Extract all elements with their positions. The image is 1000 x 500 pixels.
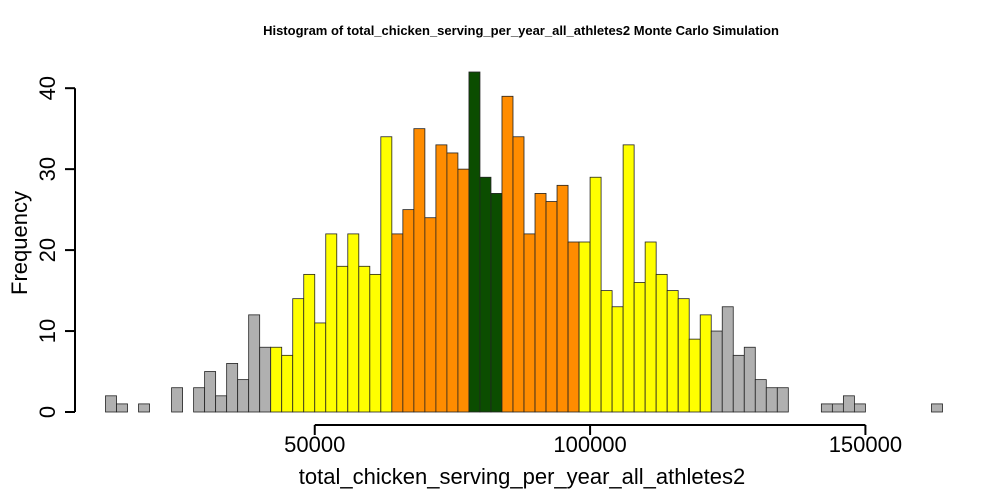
- histogram-bar: [578, 241, 591, 413]
- histogram-bar: [259, 346, 272, 413]
- histogram-bar: [842, 395, 855, 413]
- histogram-bar: [633, 282, 646, 413]
- histogram-bar: [413, 128, 426, 413]
- histogram-bar: [237, 379, 250, 413]
- histogram-bar: [391, 233, 404, 413]
- histogram-bar: [402, 209, 415, 413]
- histogram-bar: [281, 354, 294, 413]
- histogram-bar: [138, 403, 150, 413]
- histogram-bar: [369, 273, 382, 413]
- histogram-bar: [743, 346, 756, 413]
- histogram-bar: [611, 306, 624, 413]
- histogram-bar: [931, 403, 943, 413]
- histogram-bar: [325, 233, 338, 413]
- histogram-bar: [754, 379, 767, 413]
- y-tick-label: 30: [35, 157, 60, 181]
- histogram-bar: [215, 395, 228, 413]
- y-tick-label: 40: [35, 76, 60, 100]
- histogram-bar: [677, 298, 690, 413]
- histogram-bar: [303, 273, 316, 413]
- x-axis: 50000 100000 150000: [284, 424, 902, 457]
- histogram-bar: [347, 233, 360, 413]
- histogram-bar: [105, 395, 117, 413]
- histogram-bar: [193, 387, 206, 413]
- x-tick-label: 150000: [829, 432, 902, 457]
- histogram-bar: [490, 193, 503, 413]
- y-axis-label: Frequency: [7, 191, 32, 295]
- histogram-bar: [710, 330, 723, 413]
- histogram-bar: [380, 136, 393, 413]
- histogram-bar: [655, 273, 668, 413]
- bars-group: [105, 71, 943, 413]
- histogram-bar: [732, 354, 745, 413]
- histogram-bar: [666, 290, 679, 413]
- histogram-bar: [314, 322, 327, 413]
- histogram-bar: [501, 95, 514, 413]
- histogram-bar: [820, 403, 833, 413]
- y-tick-label: 0: [35, 406, 60, 418]
- y-tick-label: 10: [35, 319, 60, 343]
- histogram-bar: [854, 403, 866, 413]
- histogram-bar: [644, 241, 657, 413]
- y-tick-label: 20: [35, 238, 60, 262]
- histogram-bar: [699, 314, 712, 413]
- x-tick-label: 100000: [553, 432, 626, 457]
- histogram-bar: [622, 144, 635, 413]
- histogram-bar: [567, 241, 580, 413]
- histogram-bar: [776, 387, 789, 413]
- histogram-bar: [171, 387, 183, 413]
- x-axis-label: total_chicken_serving_per_year_all_athle…: [299, 464, 745, 489]
- histogram-bar: [512, 136, 525, 413]
- histogram-bar: [534, 193, 547, 413]
- histogram-bar: [270, 346, 283, 413]
- histogram-bar: [545, 201, 558, 413]
- histogram-bar: [457, 168, 470, 413]
- histogram-bar: [479, 176, 492, 413]
- histogram-bar: [765, 387, 778, 413]
- histogram-bar: [688, 338, 701, 413]
- x-tick-label: 50000: [284, 432, 345, 457]
- histogram-bar: [721, 306, 734, 413]
- histogram-bar: [556, 184, 569, 413]
- histogram-bar: [226, 363, 239, 413]
- histogram-bar: [424, 217, 437, 413]
- histogram-bar: [292, 298, 305, 413]
- histogram-bar: [589, 176, 602, 413]
- histogram-bar: [336, 265, 349, 413]
- histogram-bar: [204, 371, 217, 413]
- histogram-bar: [248, 314, 261, 413]
- histogram-bar: [435, 144, 448, 413]
- histogram-bar: [523, 233, 536, 413]
- histogram-bar: [468, 71, 481, 413]
- histogram-bar: [446, 152, 459, 413]
- histogram-bar: [116, 403, 128, 413]
- histogram-bar: [600, 290, 613, 413]
- chart-title: Histogram of total_chicken_serving_per_y…: [263, 23, 779, 38]
- y-axis: 0 10 20 30 40: [35, 76, 76, 418]
- histogram-bar: [831, 403, 844, 413]
- histogram-bar: [358, 265, 371, 413]
